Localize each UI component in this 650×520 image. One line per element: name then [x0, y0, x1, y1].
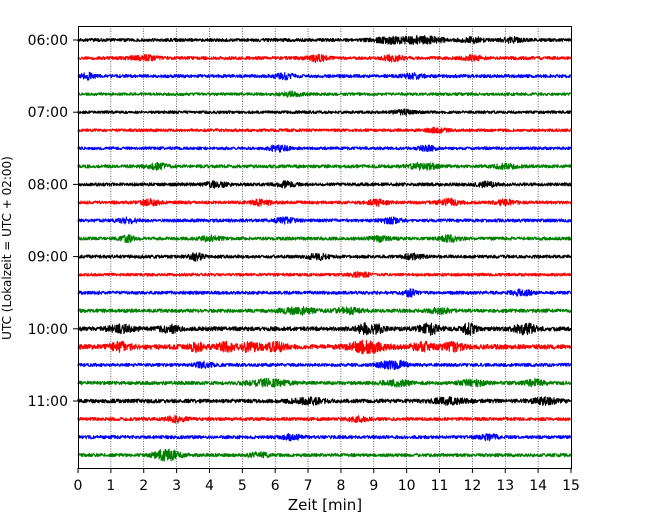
- seismic-trace: [77, 34, 572, 46]
- seismic-trace: [77, 377, 572, 388]
- plot-frame: [78, 26, 572, 469]
- seismic-trace: [77, 90, 572, 98]
- seismic-trace: [77, 234, 572, 244]
- seismic-trace: [77, 305, 572, 316]
- y-tick-label: 07:00: [28, 105, 68, 121]
- x-tick-label: 8: [336, 478, 345, 494]
- seismic-trace: [77, 144, 572, 153]
- x-axis-label: Zeit [min]: [288, 496, 362, 514]
- x-tick-label: 11: [431, 478, 449, 494]
- x-tick-label: 5: [238, 478, 247, 494]
- seismic-trace: [77, 53, 572, 63]
- x-tick-label: 15: [562, 478, 580, 494]
- seismic-trace: [77, 359, 572, 371]
- seismic-trace: [77, 180, 572, 189]
- seismic-trace: [77, 71, 572, 81]
- seismic-trace: [77, 396, 572, 406]
- y-axis-label: UTC (Lokalzeit = UTC + 02:00): [0, 156, 14, 340]
- y-tick-label: 06:00: [28, 33, 68, 49]
- seismic-trace: [77, 216, 572, 225]
- y-axis-ticks: 06:00 07:00 08:00 09:00 10:00 11:00: [28, 33, 78, 410]
- trace-group: [77, 34, 572, 462]
- seismic-trace: [77, 161, 572, 171]
- x-tick-label: 3: [172, 478, 181, 494]
- x-tick-label: 10: [398, 478, 416, 494]
- x-tick-label: 13: [496, 478, 514, 494]
- y-tick-label: 10:00: [28, 322, 68, 338]
- x-tick-label: 14: [529, 478, 547, 494]
- x-axis-ticks: 0 1 2 3 4 5 6 7 8 9 10 11 12 13 14 15: [74, 468, 580, 494]
- x-tick-label: 6: [271, 478, 280, 494]
- x-tick-label: 12: [463, 478, 481, 494]
- x-tick-label: 7: [304, 478, 313, 494]
- y-tick-label: 08:00: [28, 177, 68, 193]
- seismic-trace: [77, 108, 572, 116]
- seismic-trace: [77, 252, 572, 262]
- seismic-trace: [77, 448, 572, 462]
- grid-lines: [110, 26, 539, 468]
- y-tick-label: 09:00: [28, 250, 68, 266]
- x-tick-label: 1: [106, 478, 115, 494]
- x-tick-label: 4: [205, 478, 214, 494]
- seismic-trace: [77, 322, 572, 336]
- seismic-trace: [77, 432, 572, 442]
- y-tick-label: 11:00: [28, 394, 68, 410]
- seismic-trace: [77, 126, 572, 134]
- seismic-trace: [77, 339, 572, 355]
- x-tick-label: 2: [139, 478, 148, 494]
- seismic-trace: [77, 197, 572, 207]
- x-tick-label: 0: [74, 478, 83, 494]
- x-tick-label: 9: [369, 478, 378, 494]
- seismic-trace: [77, 288, 572, 298]
- seismic-trace: [77, 414, 572, 424]
- seismic-trace: [77, 270, 572, 279]
